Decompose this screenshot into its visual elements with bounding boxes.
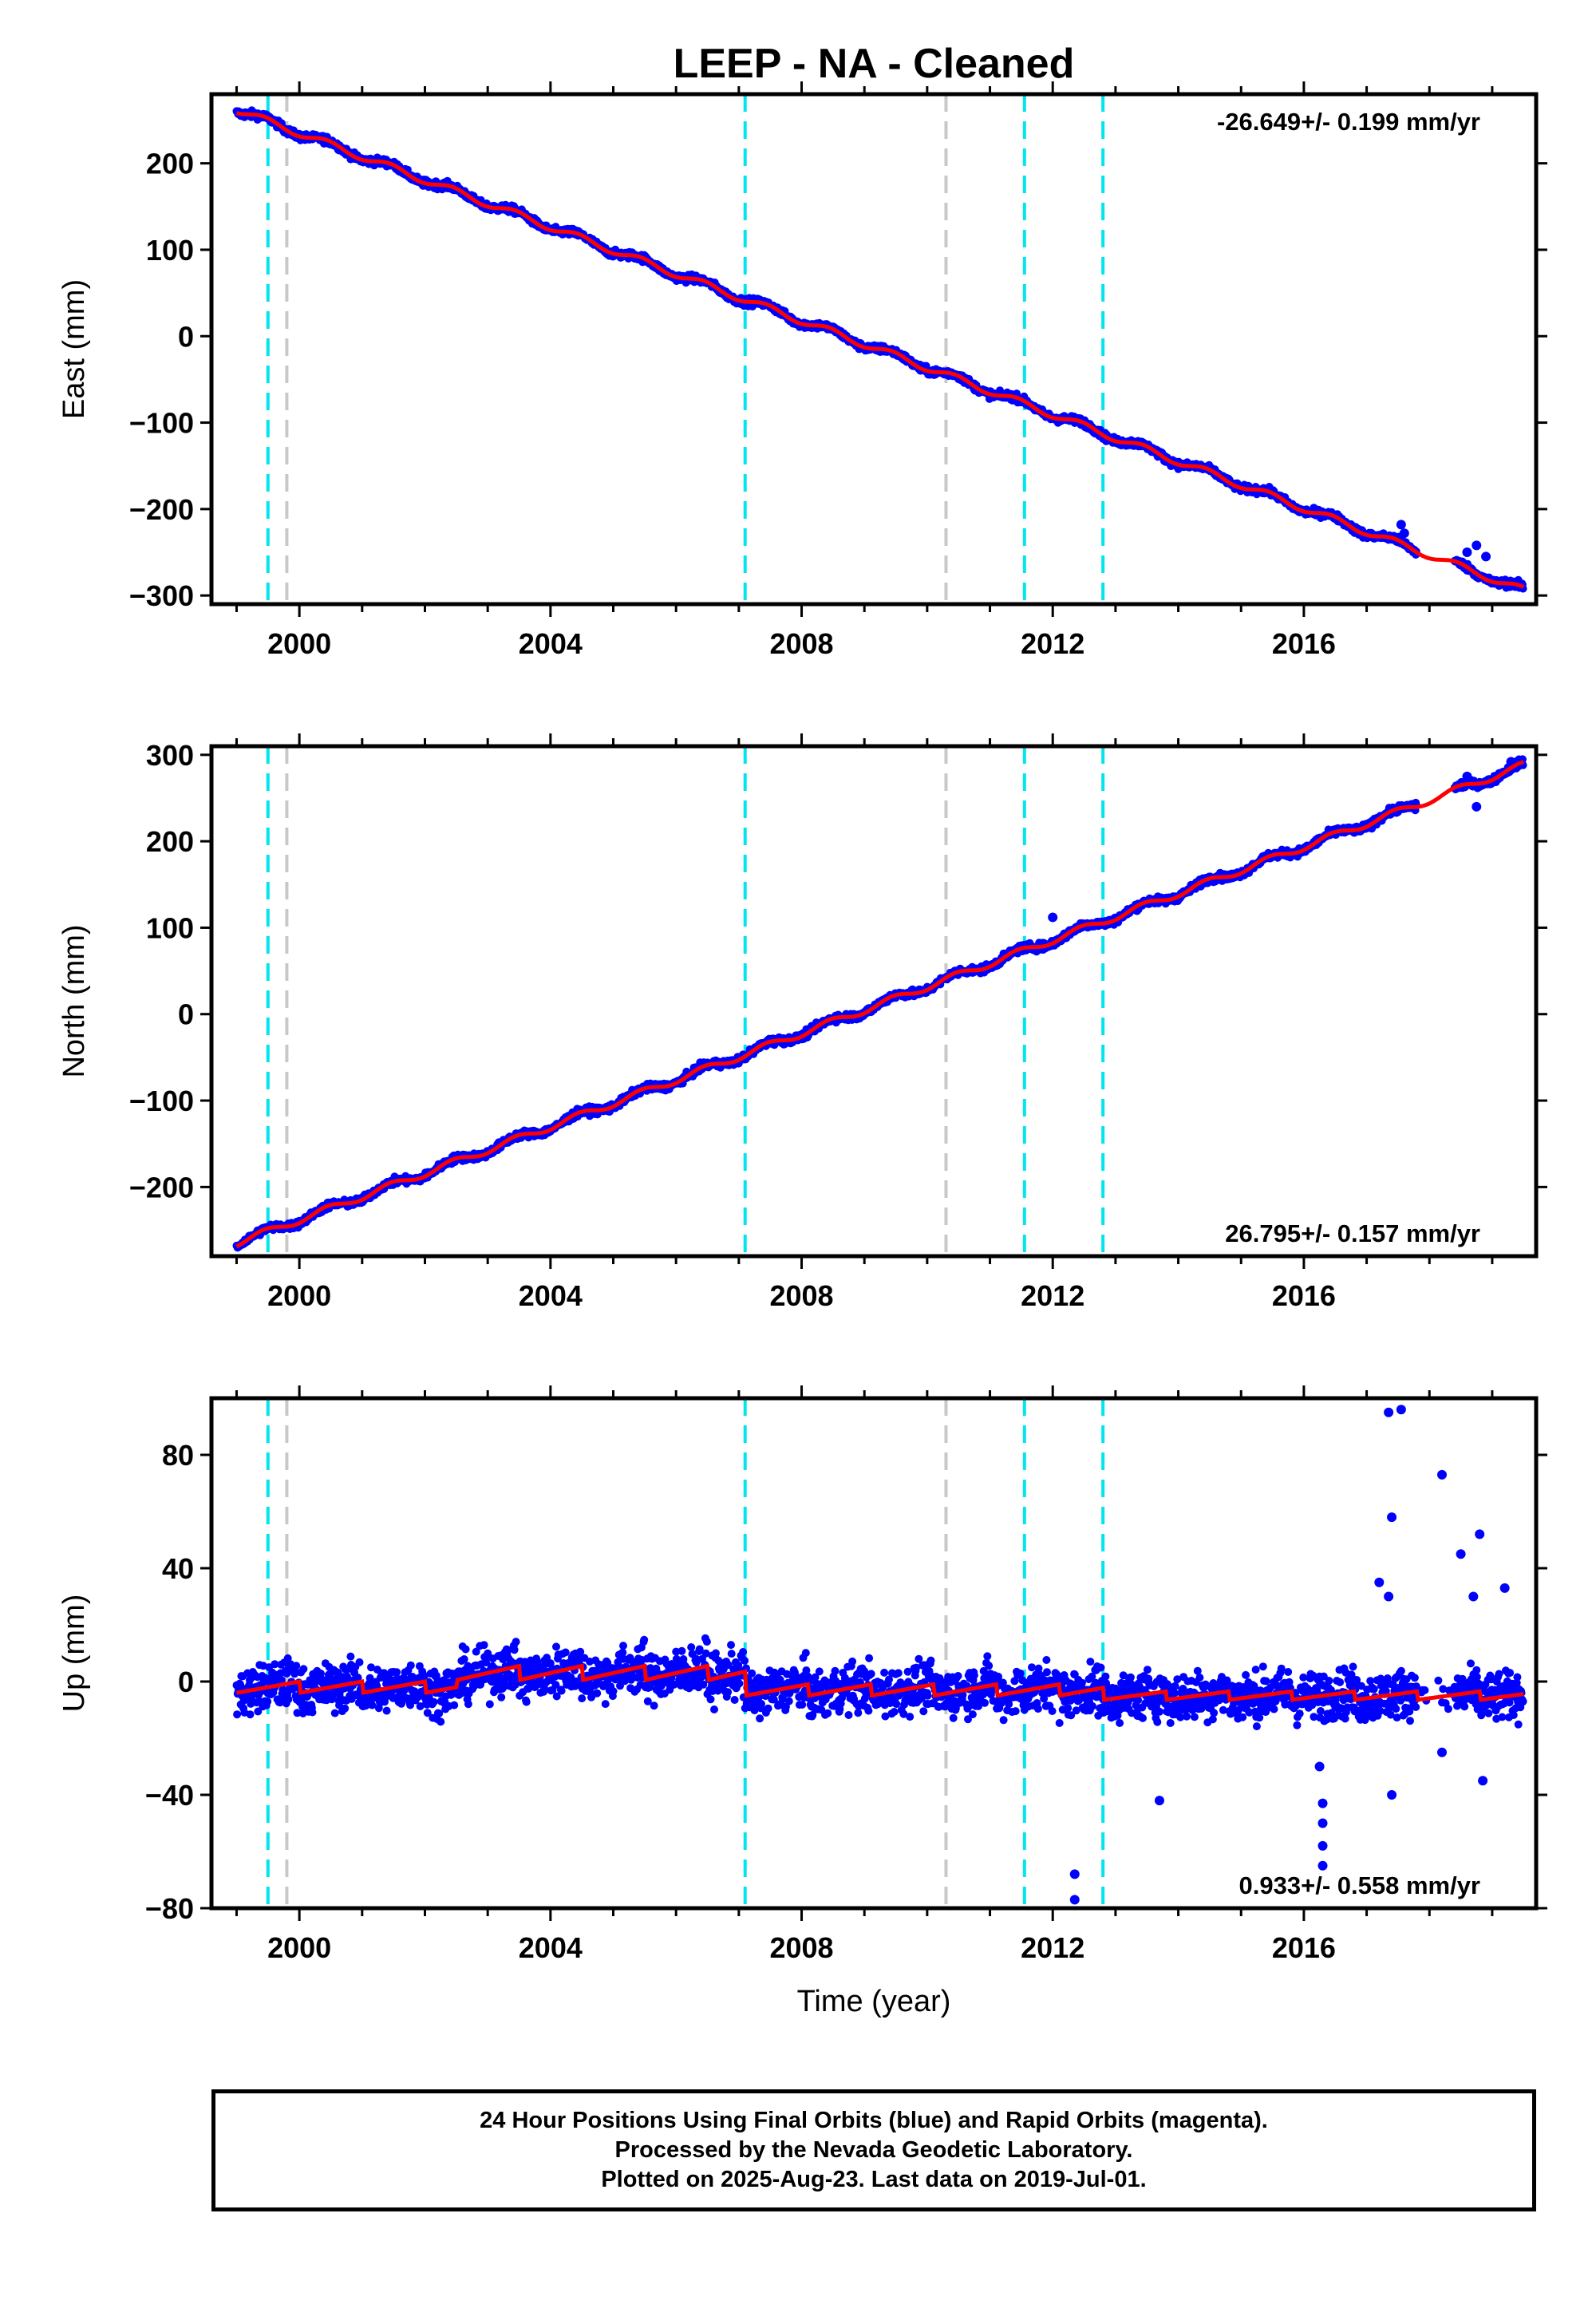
- outlier-point: [1462, 547, 1472, 558]
- data-point: [246, 1710, 255, 1719]
- y-axis-label: East (mm): [57, 279, 91, 419]
- y-tick-label: −100: [129, 407, 194, 440]
- x-tick-label: 2016: [1272, 1279, 1336, 1312]
- plot-frame: [209, 92, 1539, 607]
- model-line: [235, 111, 1525, 589]
- plot-area: [232, 94, 1527, 604]
- outlier-point: [1481, 551, 1491, 562]
- model-line: [235, 760, 1525, 1249]
- y-tick-label: 100: [146, 911, 194, 944]
- x-tick-label: 2008: [769, 1279, 833, 1312]
- y-tick-label: 200: [146, 825, 194, 858]
- y-tick-label: 200: [146, 148, 194, 180]
- y-tick-label: 0: [178, 320, 194, 353]
- y-tick-label: −300: [129, 579, 194, 612]
- plot-area: [232, 746, 1527, 1256]
- outlier-point: [1472, 801, 1482, 812]
- outlier-point: [1472, 540, 1482, 551]
- outlier-point: [1048, 912, 1058, 923]
- x-tick-label: 2008: [769, 627, 833, 660]
- y-tick-label: −200: [129, 1171, 194, 1203]
- rate-label: -26.649+/- 0.199 mm/yr: [1217, 108, 1480, 136]
- x-tick-label: 2004: [519, 1279, 583, 1312]
- x-tick-label: 2012: [1021, 1279, 1084, 1312]
- y-tick-label: 0: [178, 998, 194, 1031]
- x-tick-label: 2012: [1021, 627, 1084, 660]
- outlier-point: [1399, 528, 1409, 539]
- plot-area: [232, 1398, 1527, 1908]
- rate-label: 26.795+/- 0.157 mm/yr: [1225, 1219, 1480, 1247]
- data-points: [232, 1405, 1527, 1905]
- outlier-point: [1396, 520, 1406, 530]
- y-tick-label: −200: [129, 493, 194, 526]
- chart-title: LEEP - NA - Cleaned: [674, 41, 1075, 87]
- y-tick-label: −100: [129, 1085, 194, 1117]
- x-tick-label: 2000: [267, 627, 331, 660]
- x-tick-label: 2016: [1272, 627, 1336, 660]
- panel-east: −300 −200 −100 0 100 200 2000 2004 2008 2012 2016 E…: [57, 81, 1547, 660]
- x-tick-label: 2000: [267, 1279, 331, 1312]
- outlier-point: [1462, 771, 1472, 781]
- x-tick-label: 2004: [519, 627, 583, 660]
- y-tick-label: 300: [146, 739, 194, 772]
- data-point: [233, 1710, 242, 1719]
- y-axis-label: North (mm): [57, 924, 91, 1077]
- y-tick-label: 100: [146, 234, 194, 267]
- panel-north: −200 −100 0 100 200 300 2000 2004 2008 2012 2016 No…: [57, 733, 1547, 1312]
